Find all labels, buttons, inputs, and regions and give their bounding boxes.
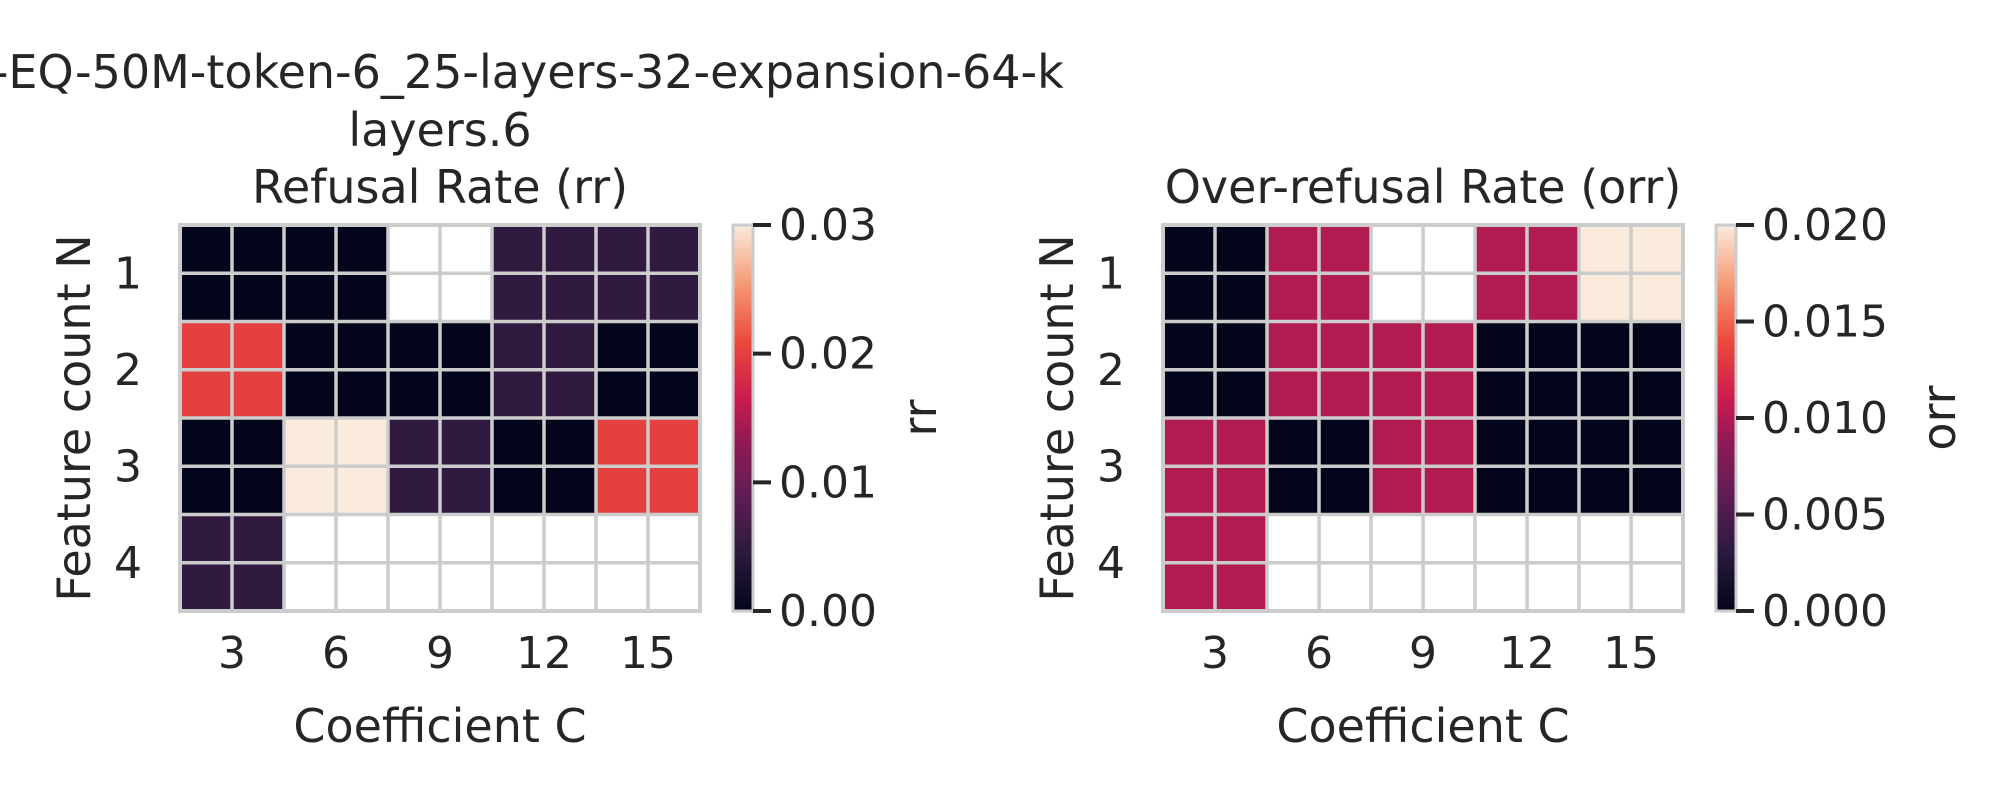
- x-tick-label: 9: [1409, 628, 1437, 679]
- x-tick-label: 12: [516, 628, 572, 679]
- x-tick-label: 12: [1499, 628, 1555, 679]
- y-tick-label: 3: [1097, 441, 1125, 492]
- colorbar-rr: 0.00 0.01 0.02 0.03 rr: [731, 200, 947, 637]
- colorbar-tick-label: 0.020: [1762, 200, 1888, 251]
- heatmap-cells-rr: [180, 225, 700, 611]
- colorbar-tick-label: 0.02: [779, 329, 877, 380]
- x-tick-labels-orr: 3 6 9 12 15: [1201, 628, 1659, 679]
- colorbar-tick-label: 0.005: [1762, 490, 1888, 541]
- colorbar-tick-label: 0.015: [1762, 297, 1888, 348]
- x-tick-label: 15: [620, 628, 676, 679]
- colorbar-tick-label: 0.00: [779, 586, 877, 637]
- colorbar-tick-label: 0.010: [1762, 393, 1888, 444]
- colorbar-orr: 0.000 0.005 0.010 0.015 0.020 orr: [1714, 200, 1966, 637]
- x-axis-label-orr: Coefficient C: [1276, 699, 1569, 753]
- suptitle-line1: Classify-EQ-50M-token-6_25-layers-32-exp…: [0, 45, 1064, 99]
- y-tick-label: 2: [1097, 345, 1125, 396]
- x-tick-label: 9: [426, 628, 454, 679]
- heatmap-frame-rr: [178, 223, 702, 613]
- colorbar-ticks-orr: 0.000 0.005 0.010 0.015 0.020: [1736, 200, 1888, 637]
- y-tick-label: 4: [114, 538, 142, 589]
- colorbar-tick-label: 0.01: [779, 457, 877, 508]
- colorbar-gradient-orr: [1714, 223, 1738, 613]
- chart-title-rr: Refusal Rate (rr): [252, 160, 628, 214]
- y-tick-label: 1: [114, 248, 142, 299]
- colorbar-label-orr: orr: [1912, 385, 1966, 450]
- colorbar-tick-label: 0.03: [779, 200, 877, 251]
- x-tick-label: 3: [1201, 628, 1229, 679]
- x-axis-label-rr: Coefficient C: [293, 699, 586, 753]
- y-axis-label-orr: Feature count N: [1030, 234, 1084, 601]
- colorbar-ticks-rr: 0.00 0.01 0.02 0.03: [753, 200, 877, 637]
- y-tick-label: 2: [114, 345, 142, 396]
- y-tick-label: 1: [1097, 248, 1125, 299]
- x-tick-label: 3: [218, 628, 246, 679]
- colorbar-label-rr: rr: [893, 399, 947, 436]
- colorbar-gradient-rr: [731, 223, 755, 613]
- x-tick-label: 6: [322, 628, 350, 679]
- heatmap-cells-orr: [1163, 225, 1683, 611]
- colorbar-tick-label: 0.000: [1762, 586, 1888, 637]
- suptitle-line2: layers.6: [348, 103, 531, 157]
- x-tick-labels-rr: 3 6 9 12 15: [218, 628, 676, 679]
- heatmap-frame-orr: [1161, 223, 1685, 613]
- y-tick-labels-orr: 1 2 3 4: [1097, 248, 1125, 589]
- y-tick-label: 4: [1097, 538, 1125, 589]
- chart-title-orr: Over-refusal Rate (orr): [1165, 160, 1682, 214]
- x-tick-label: 15: [1603, 628, 1659, 679]
- x-tick-label: 6: [1305, 628, 1333, 679]
- y-tick-label: 3: [114, 441, 142, 492]
- y-axis-label-rr: Feature count N: [47, 234, 101, 601]
- y-tick-labels-rr: 1 2 3 4: [114, 248, 142, 589]
